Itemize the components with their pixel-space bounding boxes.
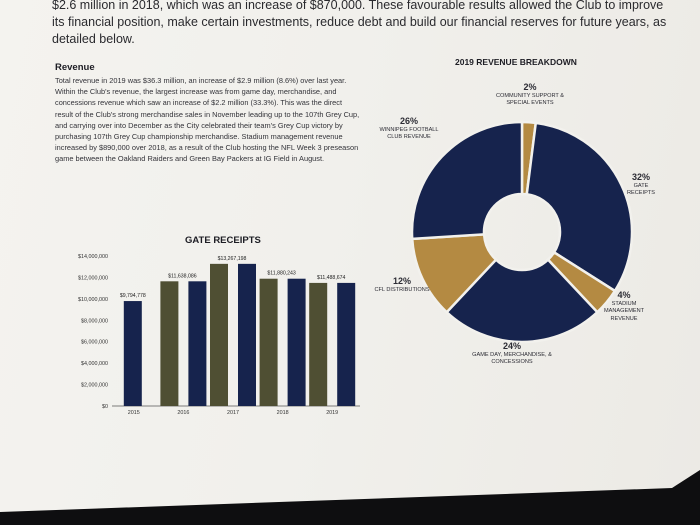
bar-primary-2016 (188, 281, 207, 406)
bar-y-tick-4: $8,000,000 (81, 318, 108, 324)
slice-label-gameday: 24% GAME DAY, MERCHANDISE, & CONCESSIONS (462, 341, 562, 367)
slice-name-community: COMMUNITY SUPPORT & SPECIAL EVENTS (495, 93, 565, 107)
bar-y-tick-3: $6,000,000 (81, 340, 108, 346)
bar-x-tick-2015: 2015 (128, 410, 140, 416)
breakdown-chart-title: 2019 REVENUE BREAKDOWN (455, 57, 577, 67)
bar-x-tick-2018: 2018 (277, 410, 289, 416)
slice-name-cfl: CFL DISTRIBUTIONS (374, 287, 430, 293)
slice-pct-community: 2% (523, 82, 537, 92)
bar-y-tick-7: $14,000,000 (78, 254, 108, 260)
revenue-paragraph: Total revenue in 2019 was $36.3 million,… (55, 76, 360, 164)
bar-primary-2017 (238, 263, 256, 406)
intro-paragraph: $2.6 million in 2018, which was an incre… (52, 0, 667, 46)
bar-y-tick-6: $12,000,000 (78, 275, 108, 281)
slice-name-stadium: STADIUM MANAGEMENT REVENUE (603, 301, 645, 322)
bar-secondary-2019 (309, 282, 328, 406)
slice-pct-gameday: 24% (502, 341, 521, 351)
slice-pct-cfl: 12% (392, 276, 411, 286)
bar-y-tick-1: $2,000,000 (81, 383, 108, 389)
slice-pct-stadium: 4% (617, 290, 631, 300)
bar-secondary-2016 (160, 281, 179, 406)
slice-pct-gate: 32% (631, 172, 650, 182)
revenue-heading: Revenue (55, 62, 95, 73)
bar-secondary-2018 (259, 278, 278, 406)
bar-primary-2018 (287, 278, 306, 406)
bar-y-tick-0: $0 (102, 404, 108, 410)
bar-x-tick-2017: 2017 (227, 410, 239, 416)
slice-label-stadium: 4% STADIUM MANAGEMENT REVENUE (594, 290, 654, 323)
bar-value-label-2019: $11,488,674 (317, 275, 346, 281)
gate-chart-title: GATE RECEIPTS (185, 235, 261, 246)
slice-name-wfc: WINNIPEG FOOTBALL CLUB REVENUE (379, 127, 439, 141)
bar-y-tick-5: $10,000,000 (78, 297, 108, 303)
slice-label-wfc: 26% WINNIPEG FOOTBALL CLUB REVENUE (374, 116, 444, 142)
bar-value-label-2015: $9,794,778 (120, 293, 146, 299)
slice-pct-wfc: 26% (399, 116, 418, 126)
slice-label-cfl: 12% CFL DISTRIBUTIONS (370, 276, 434, 294)
bar-x-tick-2016: 2016 (177, 410, 189, 416)
bar-value-label-2016: $11,638,086 (168, 273, 197, 279)
bar-value-label-2017: $13,267,198 (218, 256, 247, 262)
slice-label-community: 2% COMMUNITY SUPPORT & SPECIAL EVENTS (470, 82, 590, 108)
donut-slice-5 (410, 120, 524, 241)
bar-primary-2019 (337, 282, 356, 406)
donut-slice-3 (444, 257, 600, 344)
bar-value-label-2018: $11,880,243 (267, 271, 296, 277)
bar-secondary-2017 (210, 263, 228, 406)
slice-name-gameday: GAME DAY, MERCHANDISE, & CONCESSIONS (472, 352, 552, 366)
bar-y-tick-2: $4,000,000 (81, 361, 108, 367)
slice-label-gate: 32% GATE RECEIPTS (618, 172, 664, 198)
bar-primary-2015 (123, 301, 142, 406)
bar-x-tick-2019: 2019 (326, 410, 338, 416)
donut-slice-1 (525, 121, 634, 293)
slice-name-gate: GATE RECEIPTS (627, 183, 655, 197)
